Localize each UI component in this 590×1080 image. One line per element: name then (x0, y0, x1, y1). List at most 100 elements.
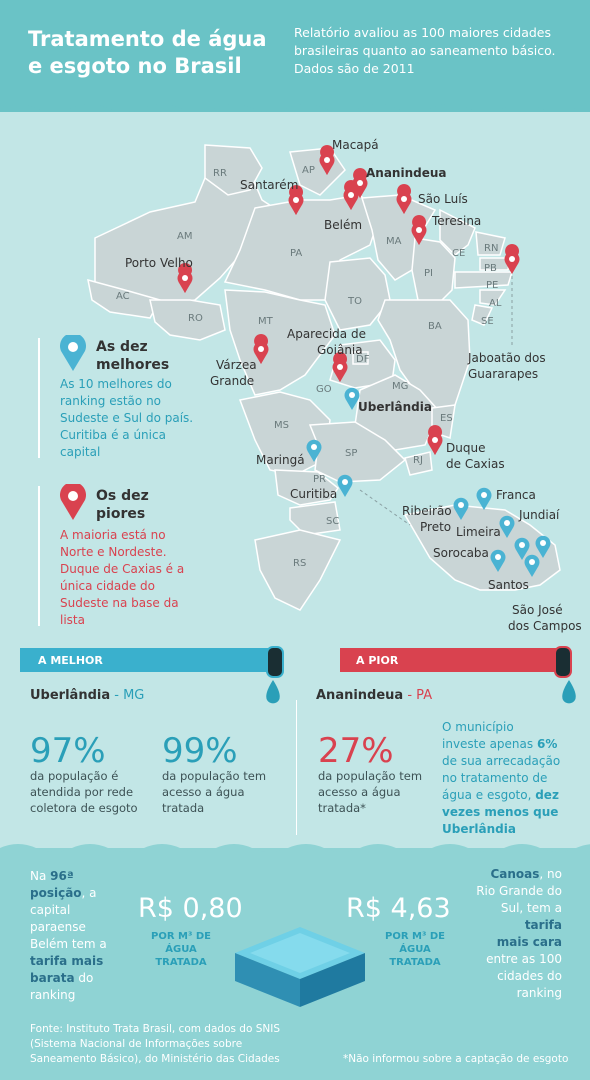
pin-franca (476, 487, 492, 510)
best-worst-divider (296, 700, 297, 835)
city-label-santos: Santos (488, 578, 529, 592)
legend-pin-teal-icon (60, 335, 86, 371)
connector-inset (359, 489, 411, 526)
state-mt (224, 289, 336, 396)
price-cheap-unit: POR M³ DE ÁGUA TRATADA (151, 931, 211, 968)
header-wave (0, 100, 590, 112)
state-rr (204, 144, 263, 196)
city-label-sorocaba: Sorocaba (433, 546, 489, 560)
state-label: MG (392, 381, 409, 392)
best-drop-icon (266, 680, 280, 704)
pin-belem (343, 180, 359, 210)
title-line-1: Tratamento de água (28, 27, 267, 51)
city-label-sao-luis: São Luís (418, 192, 468, 206)
city-label-jaboatao: Jaboatão dos Guararapes (468, 351, 546, 381)
state-label: DF (356, 354, 370, 365)
legend-worst-title: Os dez piores (96, 488, 149, 522)
worst-city: Ananindeua - PA (316, 688, 433, 703)
footer-wave (0, 844, 590, 852)
worst-pipe (340, 648, 562, 672)
city-label-ananindeua: Ananindeua (366, 166, 447, 180)
state-label: PA (290, 248, 303, 259)
state-label: PR (313, 474, 326, 485)
state-label: AC (116, 291, 130, 302)
best-stat1-text: da população é atendida por rede coletor… (30, 769, 138, 815)
pin-sao-jose (535, 535, 551, 558)
state-pa (223, 194, 381, 301)
state-rj (404, 451, 433, 476)
pin-maringa (306, 439, 322, 462)
state-label: SP (345, 448, 358, 459)
state-label: TO (348, 296, 362, 307)
sp-inset (403, 504, 561, 591)
state-label: ES (440, 413, 453, 424)
pin-ribeirao-preto (453, 497, 469, 520)
state-rn (475, 231, 506, 256)
worst-drop-icon (562, 680, 576, 704)
best-label: A MELHOR (38, 654, 103, 667)
state-al (479, 289, 507, 306)
city-label-uberlandia: Uberlândia (358, 400, 432, 414)
state-pb (479, 257, 511, 271)
state-label: AP (302, 165, 315, 176)
state-sc (289, 501, 341, 536)
city-label-sao-jose: São José dos Campos (508, 603, 582, 633)
state-label: SE (481, 316, 494, 327)
state-label: RR (213, 168, 227, 179)
state-label: PE (486, 280, 499, 291)
city-label-limeira: Limeira (456, 525, 501, 539)
state-pi (411, 237, 456, 303)
state-label: CE (452, 248, 466, 259)
state-df (352, 351, 369, 365)
legend-divider-best (38, 338, 40, 458)
state-label: SC (326, 516, 340, 527)
state-label: RJ (413, 455, 423, 466)
city-label-jundiai: Jundiaí (519, 508, 560, 522)
brazil-map (87, 144, 561, 611)
worst-label: A PIOR (356, 654, 399, 667)
worst-invest-text: O município investe apenas 6% de sua arr… (442, 720, 561, 836)
state-label: RS (293, 558, 307, 569)
pin-santos (524, 554, 540, 577)
page-title: Tratamento de água e esgoto no Brasil (28, 26, 278, 80)
state-label: RN (484, 243, 499, 254)
city-label-aparecida: Aparecida de Goiânia (287, 327, 366, 357)
pin-limeira (499, 515, 515, 538)
city-label-varzea-grande: Várzea Grande (210, 358, 257, 388)
worst-pipe-end (554, 646, 572, 678)
state-label: MA (386, 236, 402, 247)
state-pr (274, 469, 340, 506)
city-label-duque: Duque de Caxias (446, 441, 505, 471)
best-stat1-value: 97% (30, 731, 106, 771)
state-rs (254, 529, 342, 611)
pin-sorocaba (490, 549, 506, 572)
pin-sao-luis (396, 184, 412, 214)
legend-best-text: As 10 melhores do ranking estão no Sudes… (60, 377, 194, 459)
belem-text: Na 96ª posição, a capital paraense Belém… (30, 869, 107, 1002)
header-band (0, 0, 590, 112)
state-label: AL (489, 298, 502, 309)
state-label: MS (274, 420, 289, 431)
city-label-ribeirao: Ribeirão Preto (402, 504, 452, 534)
legend-best-title: As dez melhores (96, 339, 170, 373)
city-label-macapa: Macapá (332, 138, 379, 152)
state-ac (87, 278, 162, 319)
state-ro (149, 299, 226, 341)
pin-teresina (411, 215, 427, 245)
state-label: GO (316, 384, 332, 395)
page-subtitle: Relatório avaliou as 100 maiores cidades… (294, 25, 556, 76)
city-label-belem: Belém (324, 218, 363, 232)
best-stat2-text: da população tem acesso a água tratada (162, 769, 267, 815)
best-pipe (20, 648, 278, 672)
source-note: Fonte: Instituto Trata Brasil, com dados… (30, 1023, 281, 1065)
best-pipe-end (266, 646, 284, 678)
legend-worst-text: A maioria está no Norte e Nordeste. Duqu… (60, 528, 185, 627)
state-se (471, 304, 494, 326)
water-cube-icon (235, 927, 365, 1007)
city-label-maringa: Maringá (256, 453, 305, 467)
legend-divider-worst (38, 486, 40, 626)
city-label-teresina: Teresina (432, 214, 482, 228)
pin-curitiba (337, 474, 353, 497)
best-city: Uberlândia - MG (30, 688, 145, 703)
state-label: RO (188, 313, 203, 324)
